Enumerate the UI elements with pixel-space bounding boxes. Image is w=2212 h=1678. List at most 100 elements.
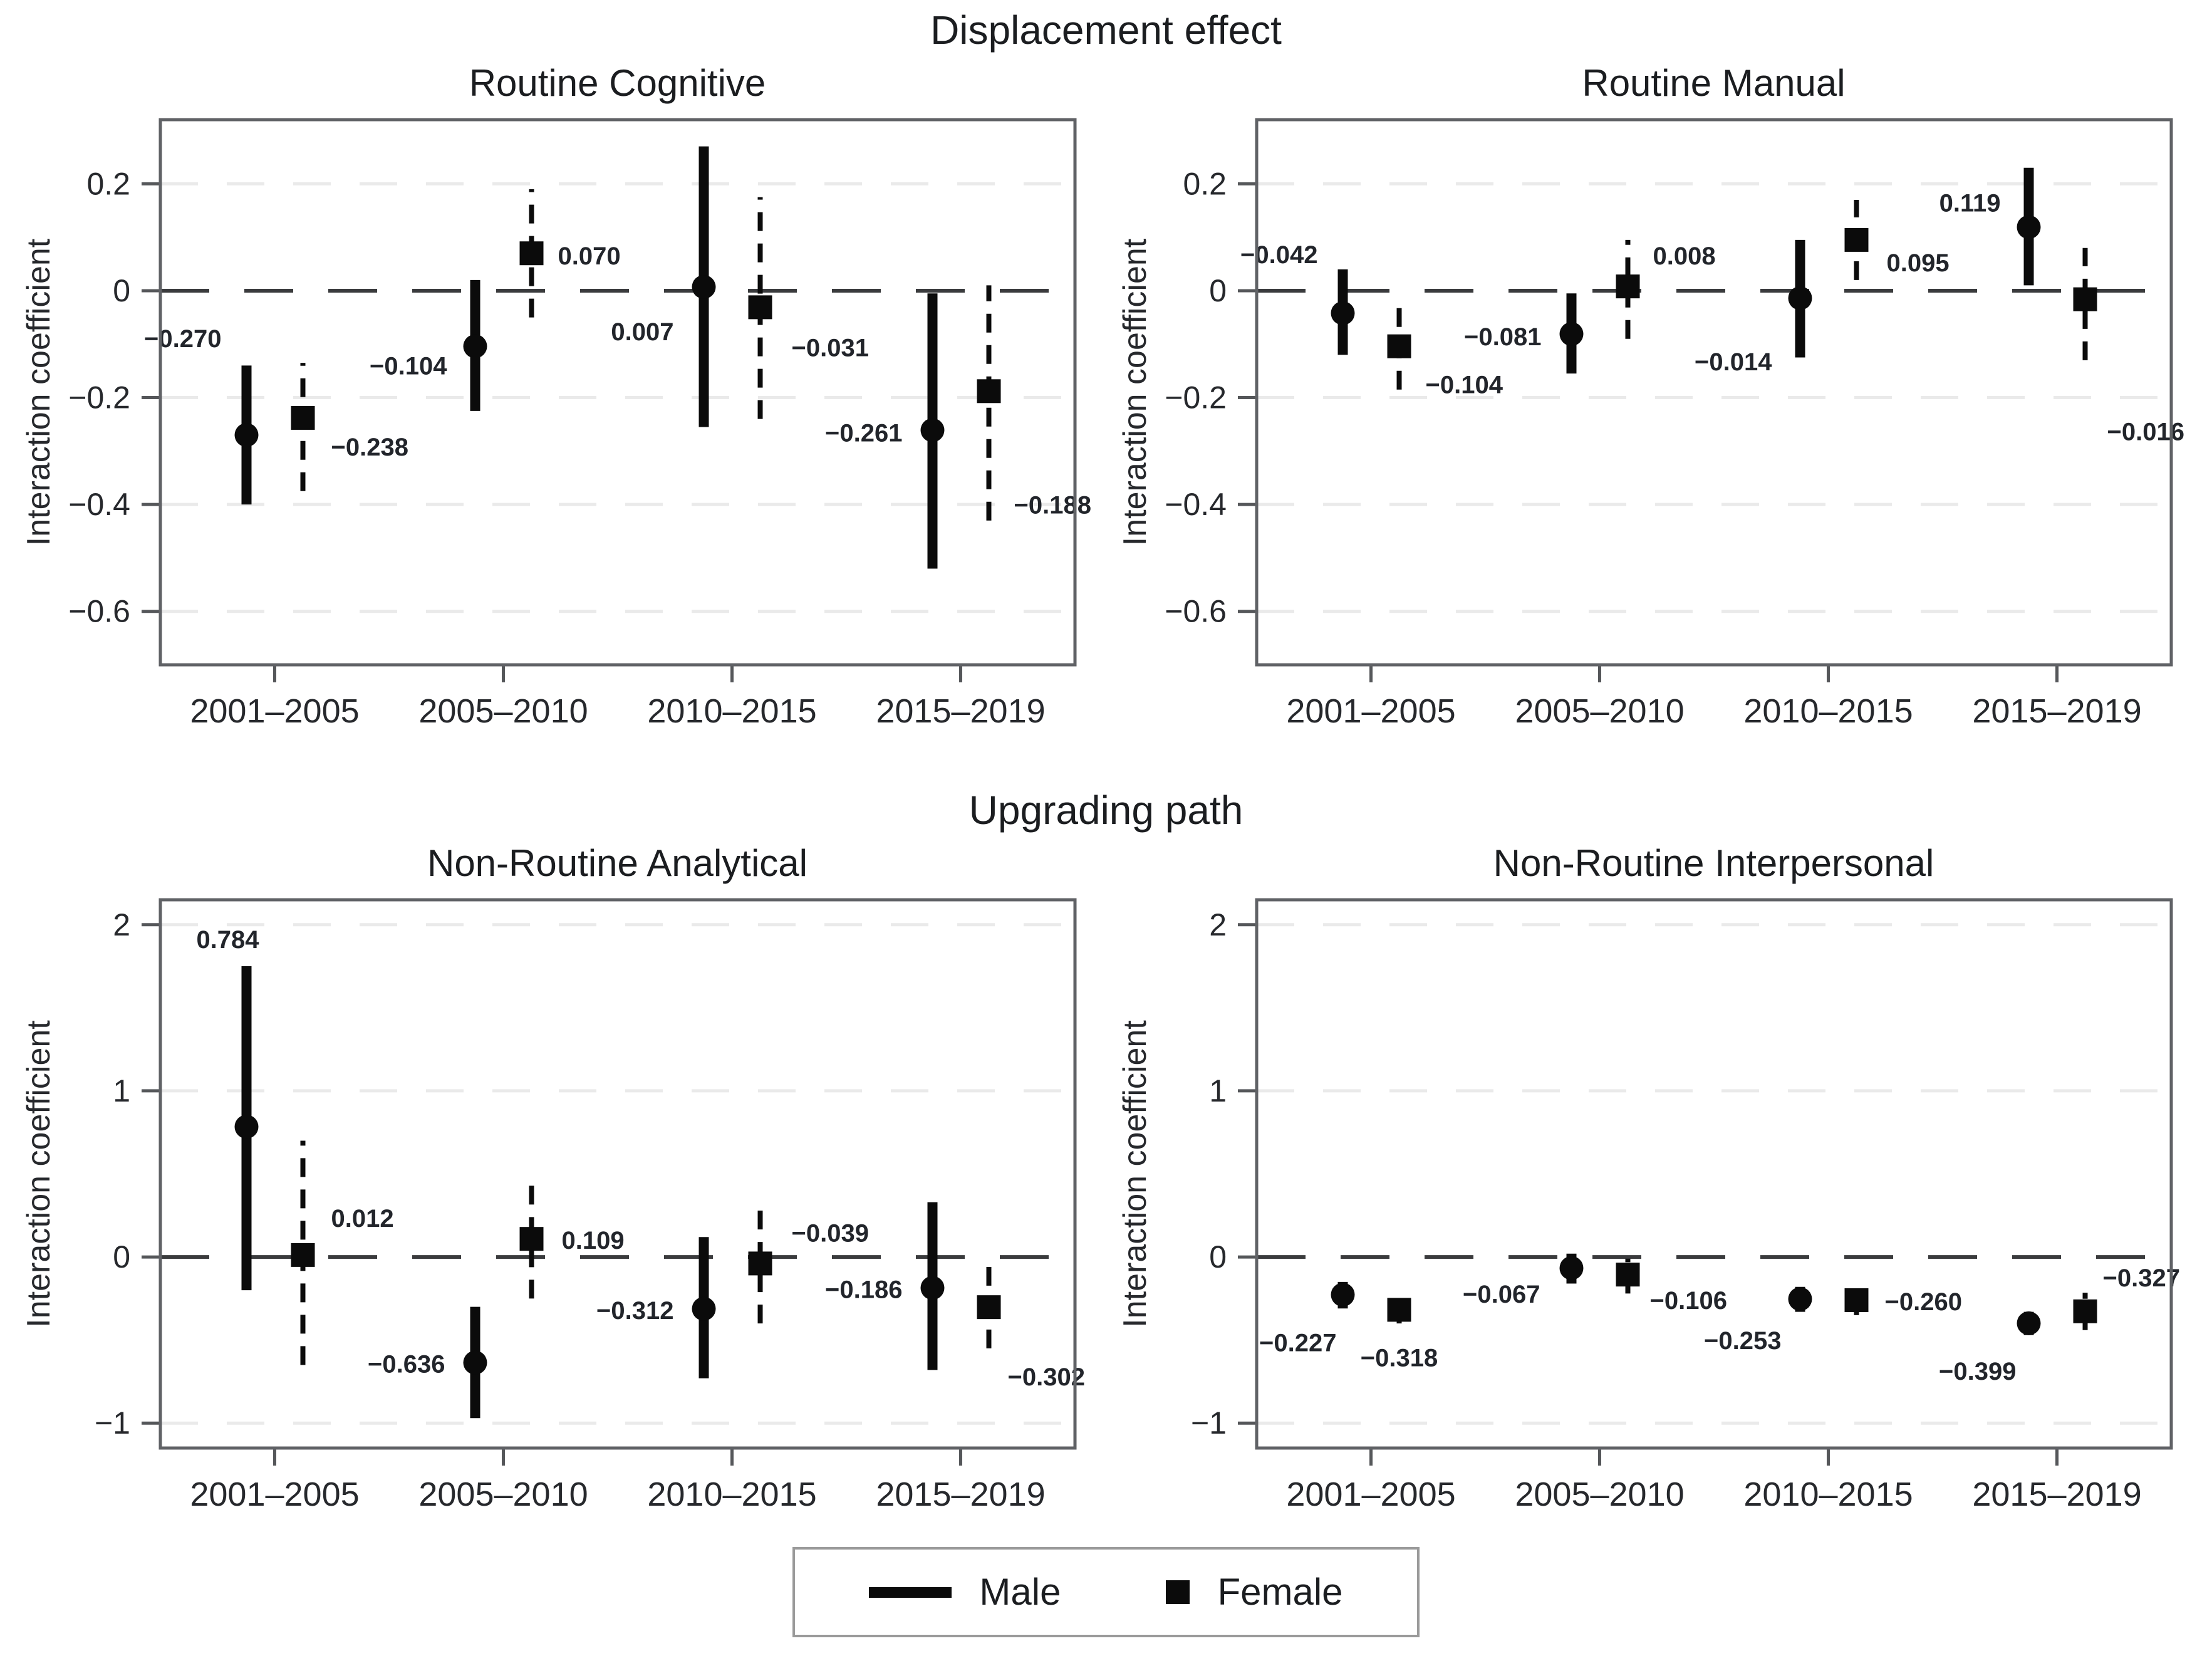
plot-border bbox=[1255, 118, 2173, 667]
panel-non-routine-interpersonal: Non-Routine Interpersonal 2 1 0 −1 2001–2005… bbox=[1109, 833, 2199, 1529]
x-tick-label: 2001–2005 bbox=[190, 1476, 359, 1513]
panel-routine-cognitive: Routine Cognitive 0.2 0 −0.2 −0.4 −0.6 2001–2… bbox=[13, 53, 1103, 746]
y-tick-label: 0.2 bbox=[1183, 166, 1227, 201]
legend-container: Male Female bbox=[0, 1547, 2212, 1637]
female-value-label: −0.260 bbox=[1884, 1288, 1961, 1316]
male-value-label: −0.227 bbox=[1259, 1329, 1336, 1357]
x-tick-label: 2010–2015 bbox=[647, 692, 816, 730]
female-marker bbox=[1844, 227, 1868, 252]
y-tick-label: 0 bbox=[113, 1239, 130, 1274]
female-value-label: −0.327 bbox=[2102, 1264, 2179, 1292]
male-value-label: −0.104 bbox=[370, 353, 447, 380]
female-marker bbox=[2073, 287, 2097, 311]
y-tick-label: 2 bbox=[1209, 907, 1227, 942]
female-marker bbox=[1616, 1263, 1639, 1287]
female-square-swatch bbox=[1166, 1580, 1190, 1604]
x-tick-label: 2015–2019 bbox=[1972, 692, 2141, 730]
male-marker bbox=[1559, 322, 1583, 347]
male-value-label: −0.081 bbox=[1464, 323, 1541, 351]
male-marker bbox=[2017, 215, 2040, 239]
male-value-label: 0.119 bbox=[1939, 189, 2000, 217]
x-tick-label: 2015–2019 bbox=[876, 1476, 1045, 1513]
female-marker bbox=[2073, 1299, 2097, 1323]
figure-title-upgrading-path: Upgrading path bbox=[968, 788, 1244, 833]
y-tick-label: −0.4 bbox=[1165, 487, 1227, 522]
y-tick-label: 2 bbox=[113, 907, 130, 942]
legend-box: Male Female bbox=[792, 1547, 1420, 1637]
figure: Displacement effect Routine Cognitive 0.… bbox=[0, 8, 2212, 1637]
male-value-label: −0.261 bbox=[825, 420, 902, 447]
y-tick-label: −0.4 bbox=[68, 487, 130, 522]
chart-routine-manual: 0.2 0 −0.2 −0.4 −0.6 2001–2005 2005–2010 2010–2… bbox=[1117, 118, 2184, 730]
y-axis-label: Interaction coefficient bbox=[21, 238, 57, 546]
female-value-label: 0.008 bbox=[1653, 242, 1715, 270]
chart-non-routine-interpersonal: 2 1 0 −1 2001–2005 2005–2010 2010–2015 2015–201… bbox=[1117, 898, 2179, 1513]
female-value-label: −0.031 bbox=[791, 334, 868, 362]
female-value-label: 0.070 bbox=[558, 242, 620, 270]
y-tick-label: −0.2 bbox=[1165, 380, 1227, 415]
female-marker bbox=[291, 1243, 314, 1267]
y-tick-label: 0 bbox=[1209, 273, 1227, 308]
male-marker bbox=[1331, 301, 1354, 325]
female-value-label: 0.095 bbox=[1886, 249, 1949, 277]
male-marker bbox=[2017, 1311, 2040, 1335]
male-value-label: −0.042 bbox=[1240, 241, 1317, 269]
y-tick-label: −0.6 bbox=[1165, 594, 1227, 629]
x-tick-label: 2005–2010 bbox=[418, 1476, 588, 1513]
figure-title-displacement-effect: Displacement effect bbox=[930, 8, 1282, 53]
y-tick-label: 1 bbox=[1209, 1073, 1227, 1108]
male-marker bbox=[920, 418, 944, 442]
female-marker bbox=[1387, 1298, 1411, 1322]
male-marker bbox=[234, 1115, 258, 1139]
male-value-label: −0.312 bbox=[596, 1297, 673, 1325]
x-tick-label: 2010–2015 bbox=[1743, 1476, 1913, 1513]
x-tick-label: 2005–2010 bbox=[1515, 692, 1684, 730]
x-tick-label: 2010–2015 bbox=[647, 1476, 816, 1513]
male-value-label: −0.186 bbox=[825, 1276, 902, 1303]
male-value-label: −0.253 bbox=[1704, 1327, 1781, 1355]
female-value-label: −0.302 bbox=[1007, 1363, 1084, 1391]
y-tick-label: 0.2 bbox=[86, 166, 130, 201]
y-axis-label: Interaction coefficient bbox=[1117, 1020, 1153, 1328]
panel-non-routine-analytical: Non-Routine Analytical 2 1 0 −1 2001–2005 200… bbox=[13, 833, 1103, 1529]
female-marker bbox=[519, 241, 543, 266]
y-axis-label: Interaction coefficient bbox=[21, 1020, 57, 1328]
x-tick-label: 2015–2019 bbox=[1972, 1476, 2141, 1513]
female-value-label: −0.039 bbox=[791, 1219, 868, 1247]
x-tick-label: 2001–2005 bbox=[190, 692, 359, 730]
male-value-label: 0.784 bbox=[196, 926, 259, 954]
y-tick-label: −1 bbox=[94, 1405, 130, 1441]
panel-routine-manual: Routine Manual 0.2 0 −0.2 −0.4 −0.6 2001–2005… bbox=[1109, 53, 2199, 746]
female-marker bbox=[748, 1251, 772, 1276]
male-marker bbox=[692, 1296, 715, 1321]
male-value-label: −0.399 bbox=[1939, 1358, 2016, 1385]
female-value-label: −0.188 bbox=[1014, 491, 1091, 519]
top-row: Routine Cognitive 0.2 0 −0.2 −0.4 −0.6 2001–2… bbox=[0, 53, 2212, 746]
legend-label-female: Female bbox=[1217, 1571, 1343, 1613]
male-marker bbox=[1788, 1287, 1812, 1311]
panel-title-routine-cognitive: Routine Cognitive bbox=[469, 62, 766, 104]
female-value-label: −0.104 bbox=[1425, 372, 1503, 399]
female-marker bbox=[977, 1295, 1000, 1320]
y-tick-label: 0 bbox=[113, 273, 130, 308]
female-value-label: 0.012 bbox=[331, 1205, 393, 1232]
female-marker bbox=[1616, 274, 1639, 299]
male-marker bbox=[1788, 286, 1812, 310]
male-marker bbox=[1331, 1283, 1354, 1307]
panel-title-routine-manual: Routine Manual bbox=[1582, 62, 1846, 104]
x-tick-label: 2005–2010 bbox=[418, 692, 588, 730]
female-value-label: −0.318 bbox=[1360, 1344, 1437, 1372]
y-tick-label: 0 bbox=[1209, 1239, 1227, 1274]
plot-border bbox=[158, 118, 1076, 667]
y-tick-label: −1 bbox=[1190, 1405, 1226, 1441]
y-tick-label: −0.2 bbox=[68, 380, 130, 415]
x-tick-label: 2005–2010 bbox=[1515, 1476, 1684, 1513]
female-value-label: −0.106 bbox=[1649, 1287, 1727, 1315]
bottom-row: Non-Routine Analytical 2 1 0 −1 2001–2005 200… bbox=[0, 833, 2212, 1529]
plot-border bbox=[158, 898, 1076, 1450]
panel-title-non-routine-analytical: Non-Routine Analytical bbox=[427, 842, 807, 884]
female-value-label: 0.109 bbox=[561, 1227, 624, 1254]
male-line-swatch bbox=[869, 1587, 952, 1598]
y-tick-label: −0.6 bbox=[68, 594, 130, 629]
x-tick-label: 2010–2015 bbox=[1743, 692, 1913, 730]
